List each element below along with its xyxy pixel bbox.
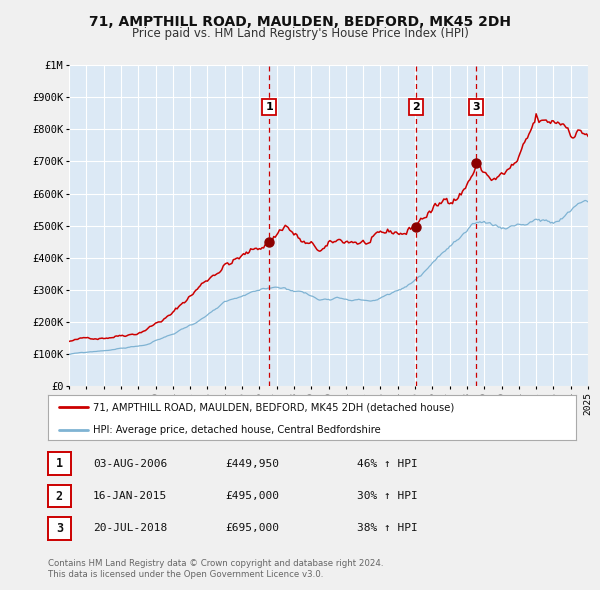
Text: 1: 1	[265, 101, 273, 112]
Text: This data is licensed under the Open Government Licence v3.0.: This data is licensed under the Open Gov…	[48, 571, 323, 579]
Text: 1: 1	[56, 457, 63, 470]
Text: 30% ↑ HPI: 30% ↑ HPI	[357, 491, 418, 501]
Text: 3: 3	[473, 101, 480, 112]
Text: £449,950: £449,950	[225, 458, 279, 468]
Text: 2: 2	[412, 101, 419, 112]
Text: 03-AUG-2006: 03-AUG-2006	[93, 458, 167, 468]
Text: 71, AMPTHILL ROAD, MAULDEN, BEDFORD, MK45 2DH: 71, AMPTHILL ROAD, MAULDEN, BEDFORD, MK4…	[89, 15, 511, 29]
Text: HPI: Average price, detached house, Central Bedfordshire: HPI: Average price, detached house, Cent…	[93, 425, 380, 435]
Text: Price paid vs. HM Land Registry's House Price Index (HPI): Price paid vs. HM Land Registry's House …	[131, 27, 469, 40]
Text: £695,000: £695,000	[225, 523, 279, 533]
Text: 3: 3	[56, 522, 63, 535]
Text: £495,000: £495,000	[225, 491, 279, 501]
Text: 20-JUL-2018: 20-JUL-2018	[93, 523, 167, 533]
Text: 38% ↑ HPI: 38% ↑ HPI	[357, 523, 418, 533]
Text: 16-JAN-2015: 16-JAN-2015	[93, 491, 167, 501]
Text: 2: 2	[56, 490, 63, 503]
Text: 71, AMPTHILL ROAD, MAULDEN, BEDFORD, MK45 2DH (detached house): 71, AMPTHILL ROAD, MAULDEN, BEDFORD, MK4…	[93, 402, 454, 412]
Text: 46% ↑ HPI: 46% ↑ HPI	[357, 458, 418, 468]
Text: Contains HM Land Registry data © Crown copyright and database right 2024.: Contains HM Land Registry data © Crown c…	[48, 559, 383, 568]
